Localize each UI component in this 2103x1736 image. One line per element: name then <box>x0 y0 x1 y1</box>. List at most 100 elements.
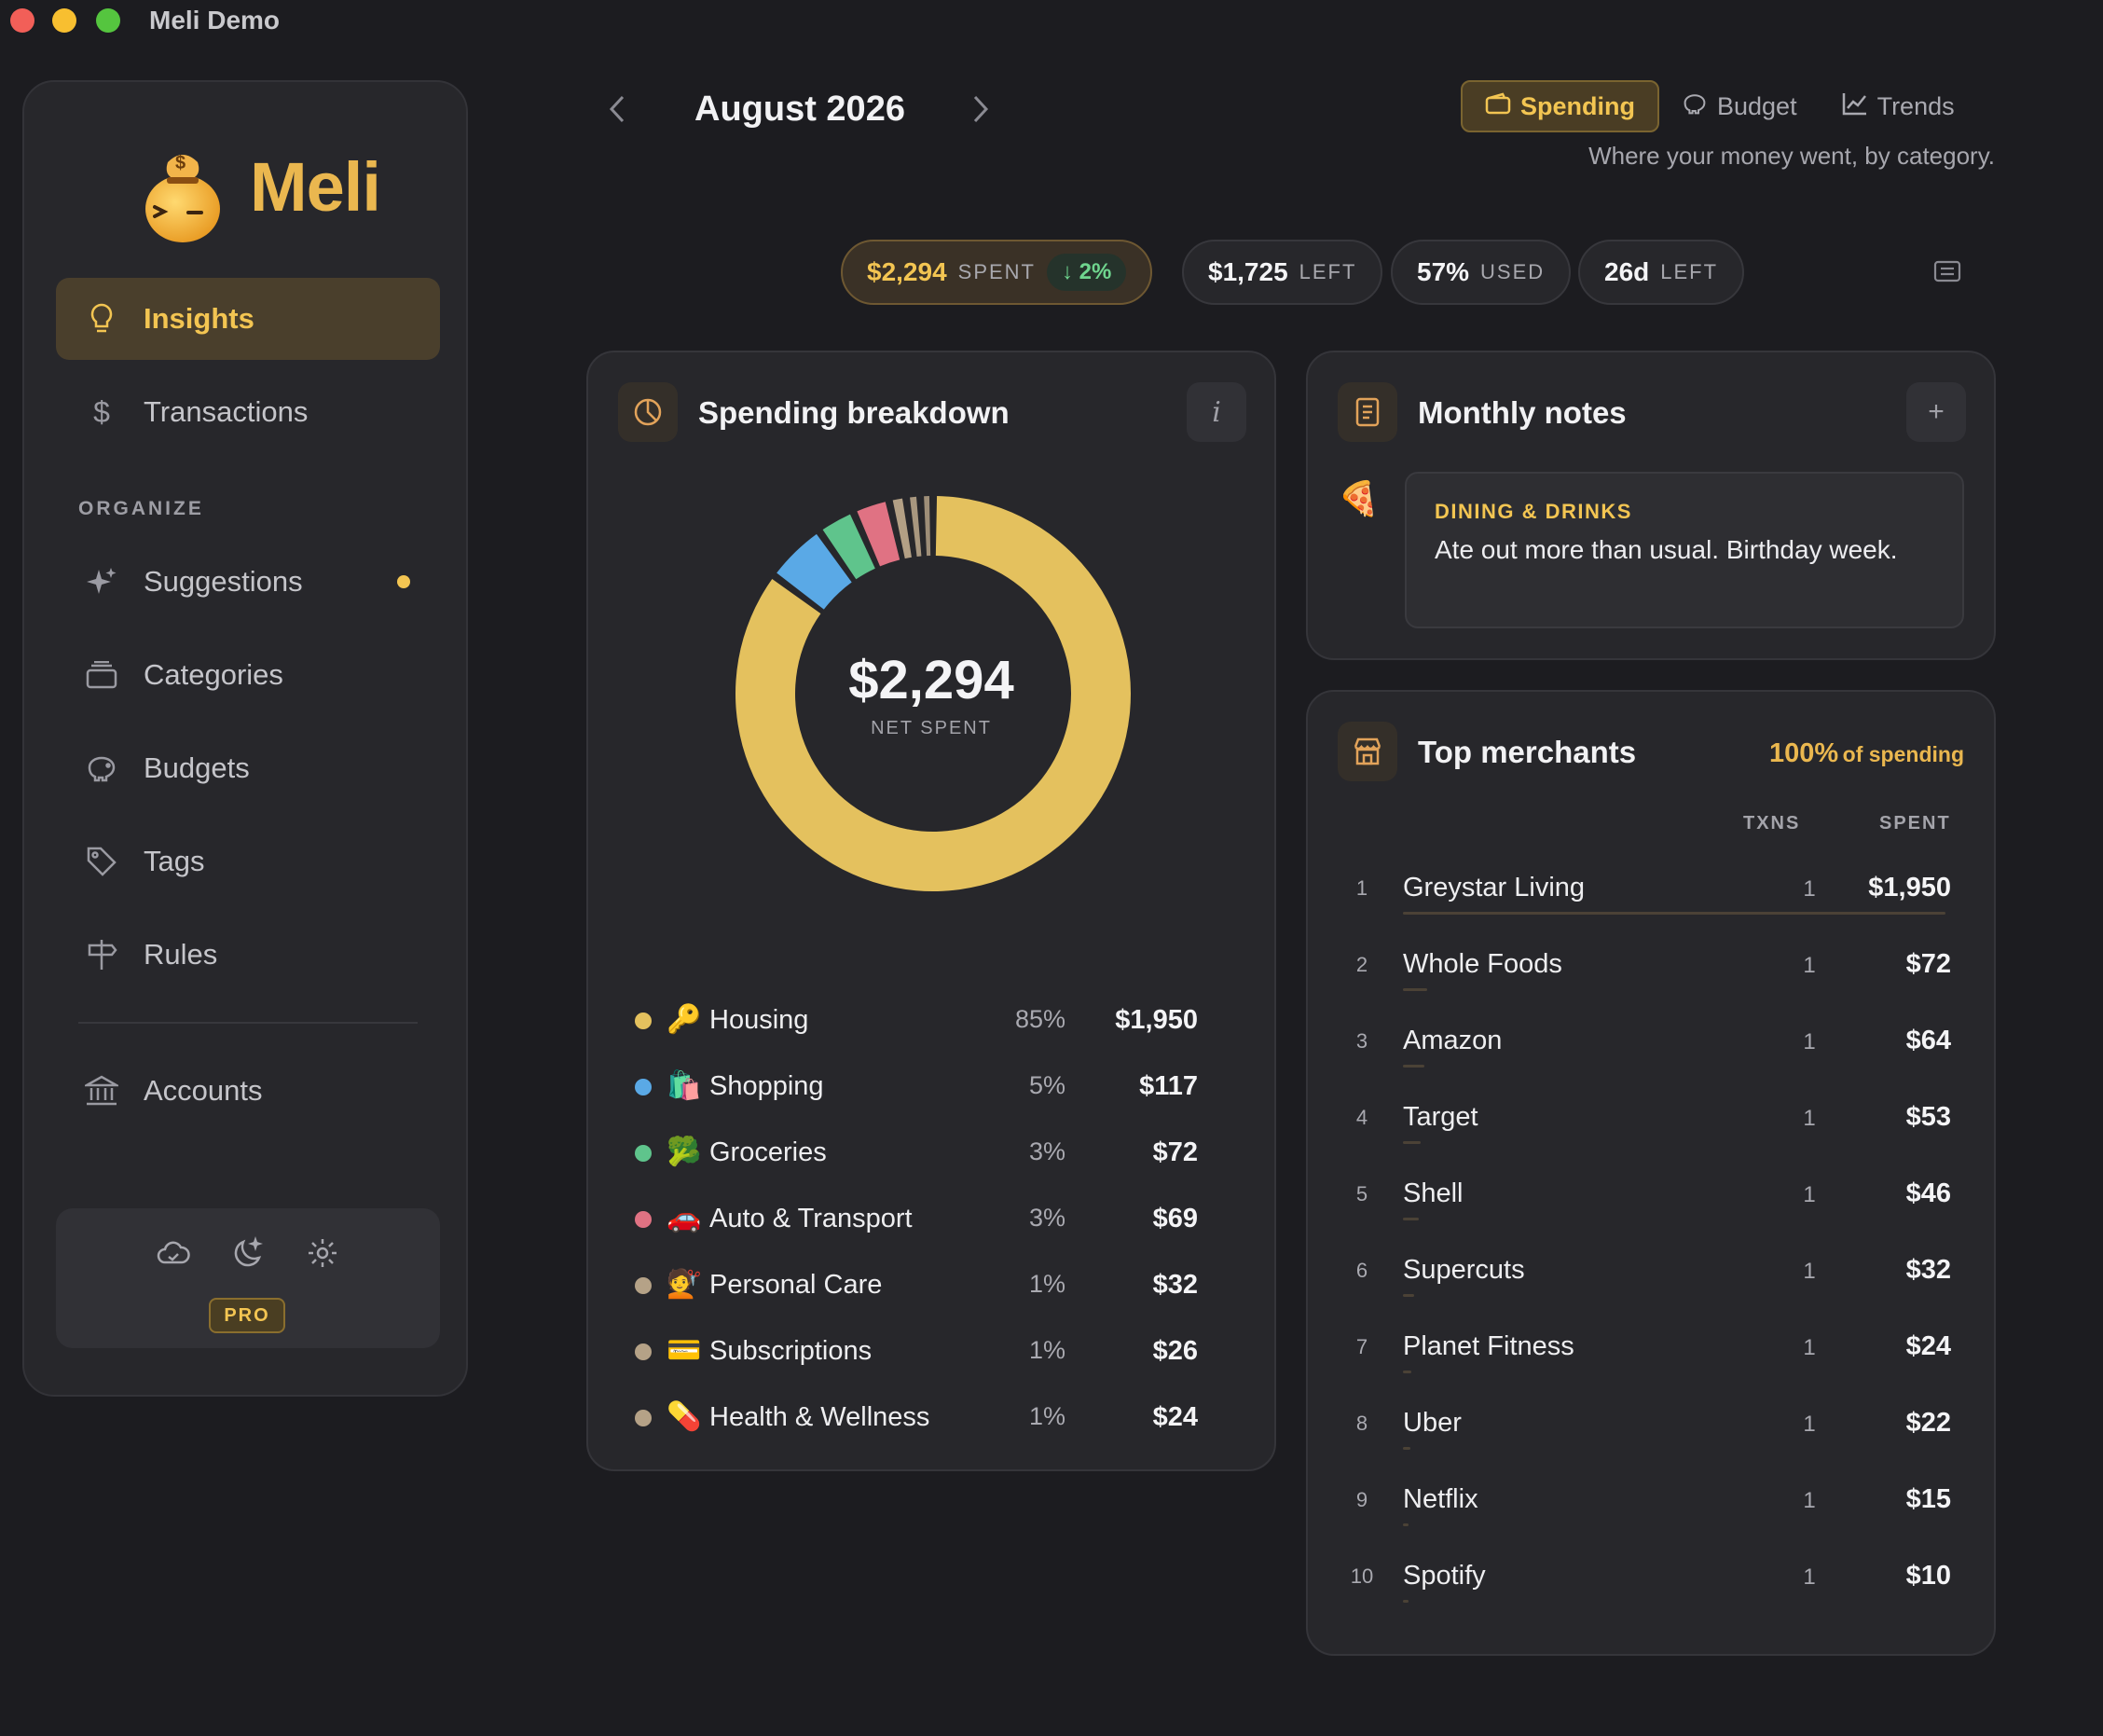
merchant-name: Whole Foods <box>1403 949 1562 979</box>
donut-slice-subscriptions[interactable] <box>910 496 922 558</box>
gear-icon[interactable] <box>306 1236 339 1274</box>
note-item[interactable]: DINING & DRINKS Ate out more than usual.… <box>1405 472 1964 628</box>
merchant-name: Greystar Living <box>1403 873 1586 902</box>
card-title: Top merchants <box>1418 735 1637 769</box>
merchant-share-bar <box>1403 1447 1410 1450</box>
moon-icon[interactable] <box>231 1236 265 1274</box>
merchant-rank: 3 <box>1355 1029 1368 1053</box>
tab-trends[interactable]: Trends <box>1820 80 1977 132</box>
tab-spending[interactable]: Spending <box>1461 80 1659 132</box>
close-window-button[interactable] <box>10 8 34 33</box>
legend-row[interactable]: 💇 Personal Care 1% $32 <box>588 1262 1278 1309</box>
next-month-button[interactable] <box>969 93 990 133</box>
storefront-icon <box>1338 722 1397 781</box>
merchant-row[interactable]: 6 Supercuts 1 $32 <box>1306 1240 1996 1316</box>
merchant-rank: 4 <box>1355 1106 1368 1129</box>
merchant-row[interactable]: 9 Netflix 1 $15 <box>1306 1469 1996 1546</box>
change-badge: ↓ 2% <box>1047 254 1127 291</box>
merchant-name: Supercuts <box>1403 1255 1525 1285</box>
category-amount: $72 <box>1152 1137 1198 1167</box>
merchant-row[interactable]: 7 Planet Fitness 1 $24 <box>1306 1316 1996 1393</box>
merchant-row[interactable]: 2 Whole Foods 1 $72 <box>1306 934 1996 1011</box>
sidebar-item-label: Tags <box>144 845 205 877</box>
prev-month-button[interactable] <box>608 93 628 133</box>
lightbulb-icon <box>84 301 119 337</box>
legend-row[interactable]: 💊 Health & Wellness 1% $24 <box>588 1395 1278 1441</box>
sidebar-item-suggestions[interactable]: Suggestions <box>56 541 440 623</box>
donut-slice-groceries[interactable] <box>822 514 875 580</box>
merchant-txns: 1 <box>1803 876 1816 902</box>
column-header-txns: TXNS <box>1743 813 1801 834</box>
sidebar-item-insights[interactable]: Insights <box>56 278 440 360</box>
tab-label: Budget <box>1717 91 1797 120</box>
category-color-dot <box>635 1079 652 1095</box>
donut-slice-personal-care[interactable] <box>892 498 912 559</box>
merchant-share-bar <box>1403 1600 1409 1603</box>
minimize-window-button[interactable] <box>52 8 76 33</box>
category-color-dot <box>635 1013 652 1029</box>
merchant-txns: 1 <box>1803 953 1816 978</box>
merchant-name: Amazon <box>1403 1026 1503 1055</box>
legend-row[interactable]: 🛍️ Shopping 5% $117 <box>588 1064 1278 1110</box>
pro-badge[interactable]: PRO <box>209 1298 285 1333</box>
merchant-row[interactable]: 1 Greystar Living 1 $1,950 <box>1306 858 1996 934</box>
donut-slice-shopping[interactable] <box>777 533 852 610</box>
legend-row[interactable]: 💳 Subscriptions 1% $26 <box>588 1329 1278 1375</box>
sidebar-item-accounts[interactable]: Accounts <box>56 1050 440 1132</box>
legend-row[interactable]: 🚗 Auto & Transport 3% $69 <box>588 1196 1278 1243</box>
merchant-spent: $46 <box>1905 1178 1951 1208</box>
view-subtitle: Where your money went, by category. <box>1588 142 1995 170</box>
merchant-row[interactable]: 5 Shell 1 $46 <box>1306 1164 1996 1240</box>
merchant-name: Target <box>1403 1102 1478 1132</box>
category-name: Auto & Transport <box>709 1204 913 1233</box>
merchant-name: Netflix <box>1403 1484 1478 1514</box>
zoom-window-button[interactable] <box>96 8 120 33</box>
sidebar-item-rules[interactable]: Rules <box>56 914 440 996</box>
note-text: Ate out more than usual. Birthday week. <box>1435 535 1898 564</box>
merchant-name: Planet Fitness <box>1403 1331 1574 1361</box>
merchant-share-bar <box>1403 1141 1421 1144</box>
donut-slice-housing[interactable] <box>735 496 1131 891</box>
sidebar-item-transactions[interactable]: $ Transactions <box>56 371 440 453</box>
category-emoji: 🥦 <box>667 1137 702 1167</box>
merchant-spent: $24 <box>1905 1331 1951 1361</box>
merchant-name: Shell <box>1403 1178 1464 1208</box>
coverage-text: of spending <box>1842 742 1964 766</box>
category-amount: $26 <box>1152 1336 1198 1366</box>
merchant-row[interactable]: 8 Uber 1 $22 <box>1306 1393 1996 1469</box>
list-view-icon[interactable] <box>1933 259 1961 288</box>
coin-symbol: $ <box>175 153 186 173</box>
current-month: August 2026 <box>694 90 905 129</box>
merchant-spent: $32 <box>1905 1255 1951 1285</box>
legend-row[interactable]: 🥦 Groceries 3% $72 <box>588 1130 1278 1177</box>
category-emoji: 💳 <box>667 1335 702 1366</box>
category-amount: $32 <box>1152 1270 1198 1300</box>
cloud-icon[interactable] <box>157 1240 190 1271</box>
category-emoji: 🔑 <box>667 1004 702 1035</box>
merchant-row[interactable]: 10 Spotify 1 $10 <box>1306 1546 1996 1622</box>
sidebar-item-categories[interactable]: Categories <box>56 634 440 716</box>
donut-slice-health-wellness[interactable] <box>924 496 931 557</box>
merchant-name: Uber <box>1403 1408 1462 1438</box>
tab-budget[interactable]: Budget <box>1659 80 1820 132</box>
merchant-share-bar <box>1403 1065 1424 1068</box>
note-category: DINING & DRINKS <box>1435 500 1632 523</box>
legend-row[interactable]: 🔑 Housing 85% $1,950 <box>588 998 1278 1044</box>
category-percent: 85% <box>1014 1005 1065 1033</box>
note-emoji: 🍕 <box>1338 479 1380 517</box>
category-amount: $117 <box>1139 1071 1198 1101</box>
line-chart-icon <box>1842 91 1868 122</box>
stat-value: 26d <box>1604 257 1650 286</box>
stat-value: 57% <box>1417 257 1470 286</box>
merchant-rank: 10 <box>1350 1564 1374 1588</box>
sidebar-item-label: Budgets <box>144 751 250 784</box>
donut-slice-auto-transport[interactable] <box>857 502 900 567</box>
merchant-row[interactable]: 4 Target 1 $53 <box>1306 1087 1996 1164</box>
sidebar-item-budgets[interactable]: Budgets <box>56 727 440 809</box>
add-note-button[interactable]: + <box>1906 382 1966 442</box>
sidebar-item-tags[interactable]: Tags <box>56 820 440 902</box>
top-merchants-card: Top merchants 100% of spending <box>1306 690 1996 1656</box>
category-name: Subscriptions <box>709 1336 873 1366</box>
info-button[interactable]: i <box>1187 382 1246 442</box>
merchant-row[interactable]: 3 Amazon 1 $64 <box>1306 1011 1996 1087</box>
